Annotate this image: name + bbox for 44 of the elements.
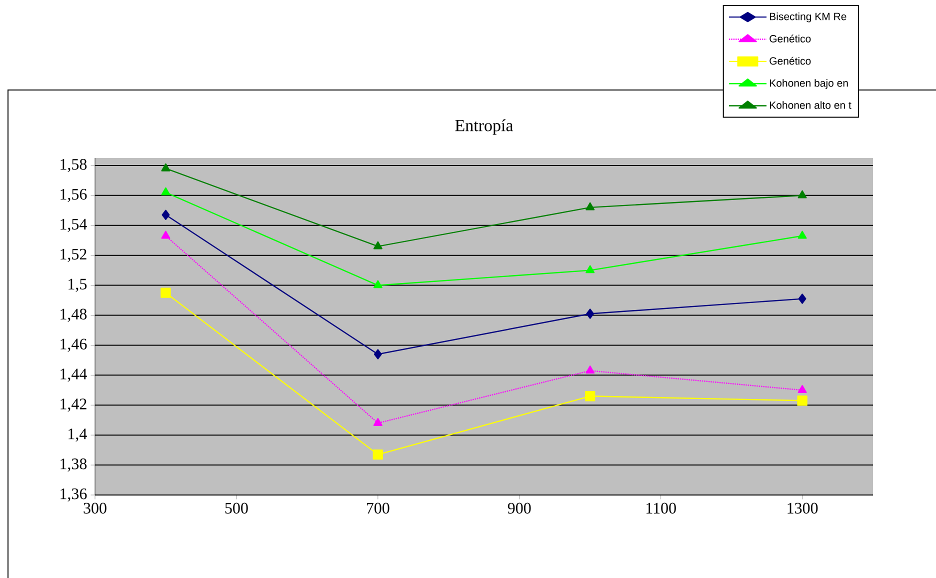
y-tick-label: 1,42 [60, 398, 86, 412]
point [798, 385, 807, 394]
x-tick-label: 300 [84, 502, 106, 514]
y-tick-label: 1,4 [68, 428, 87, 442]
x-tick-label: 500 [225, 502, 248, 514]
point [797, 396, 808, 406]
point [586, 366, 595, 374]
point [161, 230, 170, 239]
point [372, 449, 384, 460]
y-tick-label: 1,5 [68, 278, 87, 292]
point [161, 187, 170, 196]
y-tick-label: 1,58 [60, 158, 87, 172]
y-tick-label: 1,46 [60, 338, 87, 352]
point [162, 210, 170, 220]
legend-label: Genético [770, 56, 811, 65]
y-tick-label: 1,52 [60, 248, 86, 262]
point [586, 265, 595, 274]
x-tick-label: 700 [366, 502, 390, 514]
y-tick-label: 1,56 [60, 188, 87, 202]
point [160, 288, 171, 298]
x-tick-label: 900 [508, 502, 531, 514]
y-tick-label: 1,36 [60, 488, 87, 502]
x-tick-label: 1100 [646, 502, 676, 514]
point [585, 391, 596, 402]
point [374, 349, 382, 360]
legend-label: Genético [770, 34, 811, 42]
point [373, 418, 382, 426]
legend-label: Kohonen bajo en [770, 79, 848, 89]
point [798, 294, 806, 304]
point [586, 202, 595, 210]
point [373, 241, 382, 250]
legend-label: Kohonen alto en t [770, 101, 852, 109]
point [161, 163, 170, 172]
x-tick-label: 1300 [788, 502, 818, 514]
point [798, 190, 807, 198]
chart-title: Entropía [455, 119, 514, 135]
y-tick-label: 1,48 [60, 308, 87, 322]
y-tick-label: 1,44 [60, 368, 87, 382]
legend-label: Bisecting KM Re [770, 12, 846, 22]
y-tick-label: 1,38 [60, 458, 87, 472]
point [798, 230, 807, 239]
point [373, 280, 382, 288]
point [586, 308, 594, 319]
y-tick-label: 1,54 [60, 218, 87, 232]
